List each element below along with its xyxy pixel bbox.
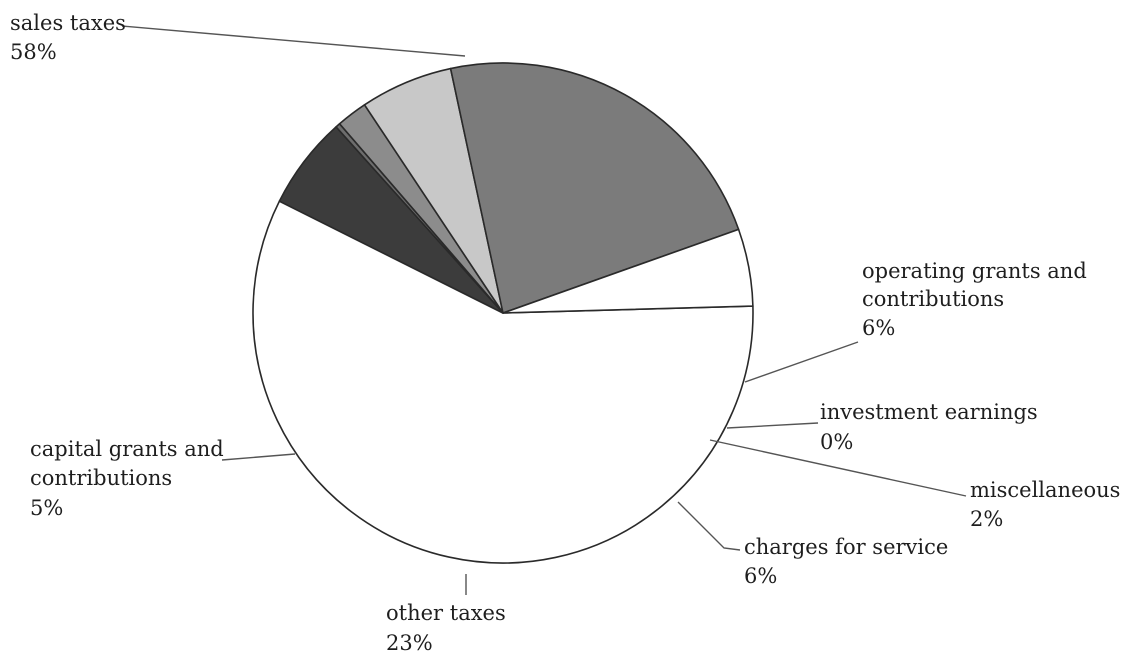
label-capital-grants: capital grants and contributions 5%	[30, 437, 224, 520]
leader-charges-for-service	[677, 501, 741, 551]
leader-capital-grants	[221, 453, 296, 461]
slice-label-name: investment earnings	[820, 400, 1038, 424]
slice-label-pct: 2%	[970, 507, 1003, 531]
slice-label-name-line2: contributions	[862, 287, 1004, 311]
pie-slice-other-taxes	[449, 62, 740, 314]
pie-slice-sales-taxes	[252, 200, 754, 564]
label-charges-for-service: charges for service 6%	[744, 535, 948, 588]
slice-label-name: sales taxes	[10, 11, 126, 35]
slice-label-name: miscellaneous	[970, 478, 1120, 502]
label-investment-earnings: investment earnings 0%	[820, 400, 1038, 454]
slice-label-pct: 6%	[744, 564, 777, 588]
slice-label-name: other taxes	[386, 601, 506, 625]
pie-slice-capital-grants-and-contributions	[502, 228, 754, 314]
slice-label-pct: 5%	[30, 496, 63, 520]
slice-label-name-line1: capital grants and	[30, 437, 224, 461]
slice-label-pct: 58%	[10, 40, 57, 64]
label-sales-taxes: sales taxes 58%	[10, 11, 126, 64]
label-other-taxes: other taxes 23%	[386, 601, 506, 655]
leader-investment-earnings	[726, 422, 819, 429]
slice-label-name: charges for service	[744, 535, 948, 559]
label-miscellaneous: miscellaneous 2%	[970, 478, 1120, 531]
slice-label-pct: 0%	[820, 430, 853, 454]
leader-sales-taxes	[121, 25, 466, 57]
leader-operating-grants	[744, 341, 859, 383]
slice-label-name-line2: contributions	[30, 466, 172, 490]
slice-label-pct: 6%	[862, 316, 895, 340]
pie-slices	[252, 62, 754, 564]
leader-miscellaneous	[709, 439, 967, 497]
slice-label-name-line1: operating grants and	[862, 259, 1087, 283]
slice-label-pct: 23%	[386, 631, 433, 655]
label-operating-grants: operating grants and contributions 6%	[862, 259, 1087, 340]
leader-lines	[121, 25, 967, 595]
